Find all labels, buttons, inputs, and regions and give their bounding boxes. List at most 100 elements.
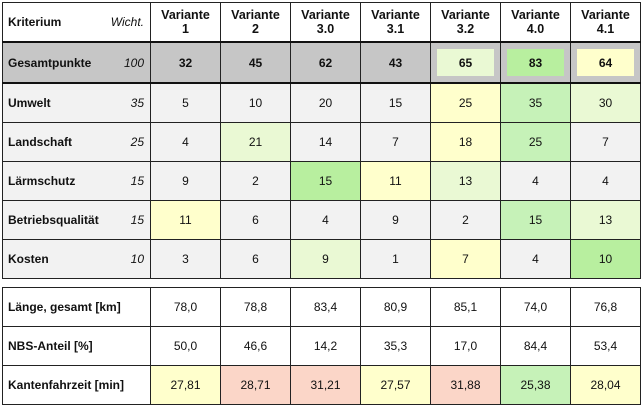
table-row: Kantenfahrzeit [min] 27,81 28,71 31,21 2… bbox=[2, 365, 641, 405]
variant-header-text: Variante bbox=[581, 8, 630, 22]
table-cell: 6 bbox=[220, 200, 291, 240]
row-label: Umwelt bbox=[8, 96, 51, 110]
table-cell: 28,04 bbox=[570, 365, 641, 405]
table-cell: 85,1 bbox=[430, 287, 501, 327]
row-weight: 15 bbox=[130, 174, 144, 188]
criterion-header-label: Kriterium bbox=[8, 15, 62, 29]
total-points-row: Gesamtpunkte 100 32 45 62 43 65 83 64 bbox=[2, 41, 641, 84]
table-row: Länge, gesamt [km] 78,0 78,8 83,4 80,9 8… bbox=[2, 287, 641, 327]
table-cell: 11 bbox=[150, 200, 221, 240]
table-cell: 31,88 bbox=[430, 365, 501, 405]
table-cell: 25 bbox=[500, 122, 571, 162]
evaluation-table: Kriterium Wicht. Variante 1 Variante 2 Var… bbox=[2, 2, 641, 405]
row-weight: 25 bbox=[130, 135, 144, 149]
table-cell: 53,4 bbox=[570, 326, 641, 366]
table-cell: 25,38 bbox=[500, 365, 571, 405]
table-cell: 20 bbox=[290, 82, 361, 123]
table-cell: 32 bbox=[150, 41, 221, 84]
table-cell: 15 bbox=[360, 82, 431, 123]
table-cell: 9 bbox=[150, 161, 221, 201]
table-cell: 78,0 bbox=[150, 287, 221, 327]
table-cell: 35,3 bbox=[360, 326, 431, 366]
table-cell: 27,57 bbox=[360, 365, 431, 405]
row-weight: 10 bbox=[130, 252, 144, 266]
row-label: Betriebsqualität bbox=[8, 213, 99, 227]
table-cell: 11 bbox=[360, 161, 431, 201]
variant-header-number: 4.0 bbox=[526, 22, 545, 36]
table-cell: 65 bbox=[430, 41, 501, 84]
table-cell: 10 bbox=[220, 82, 291, 123]
table-cell: 62 bbox=[290, 41, 361, 84]
variant-header-text: Variante bbox=[441, 8, 490, 22]
table-cell: 50,0 bbox=[150, 326, 221, 366]
row-label: Kosten bbox=[8, 252, 49, 266]
row-weight: 15 bbox=[130, 213, 144, 227]
table-cell: 2 bbox=[430, 200, 501, 240]
variant-header-3-0: Variante 3.0 bbox=[290, 2, 361, 43]
row-label-cell: Betriebsqualität 15 bbox=[2, 200, 151, 240]
table-cell: 4 bbox=[500, 239, 571, 279]
table-row: Landschaft 25 4 21 14 7 18 25 7 bbox=[2, 122, 641, 162]
table-cell: 30 bbox=[570, 82, 641, 123]
variant-header-text: Variante bbox=[511, 8, 560, 22]
variant-header-text: Variante bbox=[301, 8, 350, 22]
table-cell: 27,81 bbox=[150, 365, 221, 405]
table-cell: 15 bbox=[500, 200, 571, 240]
table-cell: 7 bbox=[430, 239, 501, 279]
table-cell: 9 bbox=[360, 200, 431, 240]
table-cell: 43 bbox=[360, 41, 431, 84]
table-cell: 3 bbox=[150, 239, 221, 279]
variant-header-4-0: Variante 4.0 bbox=[500, 2, 571, 43]
row-weight: 35 bbox=[130, 96, 144, 110]
row-label: Landschaft bbox=[8, 135, 73, 149]
table-cell: 13 bbox=[430, 161, 501, 201]
table-row: Lärmschutz 15 9 2 15 11 13 4 4 bbox=[2, 161, 641, 201]
variant-header-4-1: Variante 4.1 bbox=[570, 2, 641, 43]
table-cell: 45 bbox=[220, 41, 291, 84]
row-label: Lärmschutz bbox=[8, 174, 76, 188]
table-cell: 1 bbox=[360, 239, 431, 279]
table-cell: 14 bbox=[290, 122, 361, 162]
table-row: Umwelt 35 5 10 20 15 25 35 30 bbox=[2, 82, 641, 123]
row-label-cell: Landschaft 25 bbox=[2, 122, 151, 162]
table-cell: 15 bbox=[290, 161, 361, 201]
criterion-header: Kriterium Wicht. bbox=[2, 2, 151, 43]
table-cell: 7 bbox=[360, 122, 431, 162]
table-cell: 10 bbox=[570, 239, 641, 279]
variant-header-text: Variante bbox=[371, 8, 420, 22]
table-cell: 2 bbox=[220, 161, 291, 201]
row-label-cell: Kosten 10 bbox=[2, 239, 151, 279]
variant-header-text: Variante bbox=[161, 8, 210, 22]
table-cell: 9 bbox=[290, 239, 361, 279]
row-label-cell: Lärmschutz 15 bbox=[2, 161, 151, 201]
table-cell: 74,0 bbox=[500, 287, 571, 327]
header-row: Kriterium Wicht. Variante 1 Variante 2 Var… bbox=[2, 2, 641, 43]
section-divider bbox=[2, 278, 641, 288]
table-cell: 46,6 bbox=[220, 326, 291, 366]
table-cell: 35 bbox=[500, 82, 571, 123]
table-cell: 64 bbox=[570, 41, 641, 84]
table-cell: 80,9 bbox=[360, 287, 431, 327]
variant-header-2: Variante 2 bbox=[220, 2, 291, 43]
table-cell: 5 bbox=[150, 82, 221, 123]
row-label: Gesamtpunkte bbox=[8, 55, 92, 70]
table-cell: 28,71 bbox=[220, 365, 291, 405]
table-cell: 4 bbox=[290, 200, 361, 240]
table-cell: 7 bbox=[570, 122, 641, 162]
table-cell: 4 bbox=[150, 122, 221, 162]
table-cell: 31,21 bbox=[290, 365, 361, 405]
table-cell: 21 bbox=[220, 122, 291, 162]
variant-header-number: 3.1 bbox=[386, 22, 405, 36]
table-cell: 18 bbox=[430, 122, 501, 162]
variant-header-text: Variante bbox=[231, 8, 280, 22]
metric-label: NBS-Anteil [%] bbox=[2, 326, 151, 366]
table-cell: 84,4 bbox=[500, 326, 571, 366]
metric-label: Länge, gesamt [km] bbox=[2, 287, 151, 327]
table-cell: 4 bbox=[500, 161, 571, 201]
table-cell: 17,0 bbox=[430, 326, 501, 366]
variant-header-3-1: Variante 3.1 bbox=[360, 2, 431, 43]
variant-header-1: Variante 1 bbox=[150, 2, 221, 43]
variant-header-number: 4.1 bbox=[596, 22, 615, 36]
weight-header-label: Wicht. bbox=[110, 15, 144, 29]
